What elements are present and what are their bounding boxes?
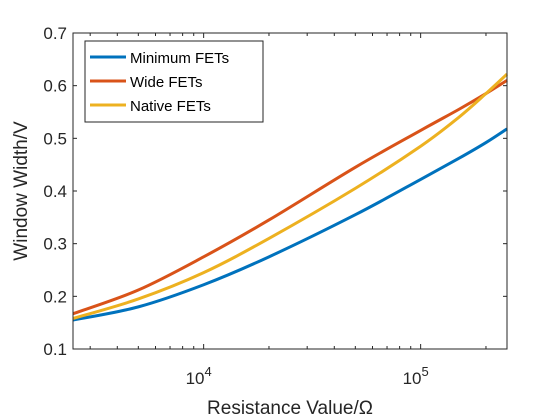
x-tick-exponent: 4 <box>204 364 211 379</box>
y-tick-label: 0.6 <box>43 77 67 96</box>
x-tick-exponent: 5 <box>421 364 428 379</box>
legend-label-wide-fets: Wide FETs <box>130 74 203 91</box>
series-layer <box>72 72 509 322</box>
x-tick-base: 10 <box>403 369 422 388</box>
x-tick-base: 10 <box>186 369 205 388</box>
series-line-native-fets <box>72 72 509 320</box>
y-tick-label: 0.3 <box>43 235 67 254</box>
y-tick-label: 0.7 <box>43 24 67 43</box>
legend: Minimum FETs Wide FETs Native FETs <box>84 40 264 123</box>
series-line-wide-fets <box>72 79 508 316</box>
y-axis-label: Window Width/V <box>11 121 32 261</box>
legend-label-native-fets: Native FETs <box>130 98 211 115</box>
x-axis-label: Resistance Value/Ω <box>207 398 373 419</box>
x-tick-label: 105 <box>403 364 429 388</box>
series-line-minimum-fets <box>72 127 508 322</box>
y-tick-label: 0.5 <box>43 129 67 148</box>
y-tick-label: 0.1 <box>43 340 67 359</box>
x-tick-label: 104 <box>186 364 212 388</box>
y-tick-label: 0.4 <box>43 182 67 201</box>
legend-label-minimum-fets: Minimum FETs <box>130 50 229 67</box>
y-tick-label: 0.2 <box>43 287 67 306</box>
